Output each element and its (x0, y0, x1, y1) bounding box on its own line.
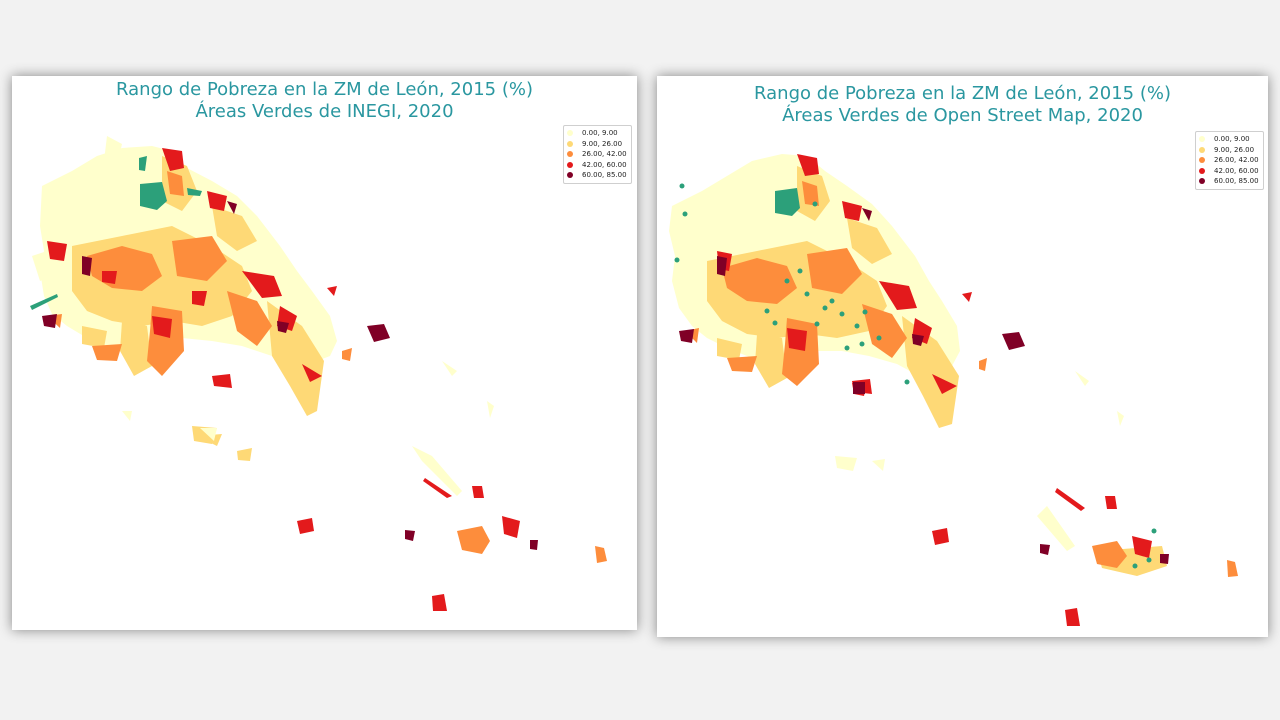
legend-swatch (567, 172, 573, 179)
legend-label: 42.00, 60.00 (1214, 166, 1259, 175)
map-title-line1: Rango de Pobreza en la ZM de León, 2015 … (754, 83, 1171, 104)
legend-label: 0.00, 9.00 (1214, 135, 1250, 144)
legend-item: 60.00, 85.00 (1199, 176, 1259, 187)
legend-swatch (567, 161, 573, 168)
poverty-class-3 (47, 171, 607, 563)
legend-item: 0.00, 9.00 (567, 128, 627, 139)
poverty-map-inegi (30, 136, 607, 611)
map-panel-inegi: Rango de Pobreza en la ZM de León, 2015 … (12, 76, 637, 630)
poverty-map-osm (669, 154, 1238, 626)
legend-swatch (567, 140, 573, 147)
legend-item: 26.00, 42.00 (1199, 155, 1259, 166)
green-areas-inegi (30, 156, 202, 310)
legend: 0.00, 9.00 9.00, 26.00 26.00, 42.00 42.0… (1195, 131, 1264, 190)
legend-label: 9.00, 26.00 (1214, 145, 1255, 154)
map-title: Rango de Pobreza en la ZM de León, 2015 … (657, 83, 1268, 127)
urban-area-southeast (122, 361, 494, 496)
legend-label: 60.00, 85.00 (1214, 177, 1259, 186)
legend-swatch (1199, 157, 1205, 164)
green-areas-osm (674, 183, 1157, 569)
legend-item: 26.00, 42.00 (567, 149, 627, 160)
legend-swatch (1199, 167, 1205, 174)
legend-item: 9.00, 26.00 (567, 139, 627, 150)
map-title-line1: Rango de Pobreza en la ZM de León, 2015 … (116, 79, 533, 100)
legend-swatch (567, 130, 573, 137)
legend-item: 42.00, 60.00 (1199, 166, 1259, 177)
poverty-class-5 (42, 201, 538, 550)
legend-item: 60.00, 85.00 (567, 170, 627, 181)
legend-label: 26.00, 42.00 (1214, 156, 1259, 165)
legend: 0.00, 9.00 9.00, 26.00 26.00, 42.00 42.0… (563, 125, 632, 184)
poverty-class-5 (679, 208, 1169, 564)
poverty-class-3 (685, 181, 1238, 577)
legend-swatch (1199, 146, 1205, 153)
map-title-line2: Áreas Verdes de INEGI, 2020 (195, 101, 454, 122)
legend-swatch (567, 151, 573, 158)
legend-swatch (1199, 178, 1205, 185)
legend-item: 42.00, 60.00 (567, 160, 627, 171)
poverty-class-4 (717, 154, 1152, 626)
legend-label: 9.00, 26.00 (582, 139, 623, 148)
legend-label: 42.00, 60.00 (582, 160, 627, 169)
legend-swatch (1199, 136, 1205, 143)
legend-item: 0.00, 9.00 (1199, 134, 1259, 145)
map-panel-osm: Rango de Pobreza en la ZM de León, 2015 … (657, 76, 1268, 637)
legend-label: 0.00, 9.00 (582, 129, 618, 138)
legend-item: 9.00, 26.00 (1199, 145, 1259, 156)
legend-label: 26.00, 42.00 (582, 150, 627, 159)
legend-label: 60.00, 85.00 (582, 171, 627, 180)
map-title: Rango de Pobreza en la ZM de León, 2015 … (12, 79, 637, 123)
map-title-line2: Áreas Verdes de Open Street Map, 2020 (782, 105, 1143, 126)
